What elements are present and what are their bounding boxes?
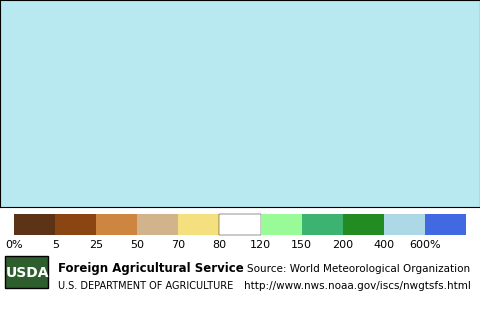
Text: 50: 50 — [131, 240, 144, 249]
Text: http://www.nws.noaa.gov/iscs/nwgtsfs.html: http://www.nws.noaa.gov/iscs/nwgtsfs.htm… — [243, 281, 470, 291]
FancyBboxPatch shape — [425, 214, 466, 235]
Text: Source: World Meteorological Organization: Source: World Meteorological Organizatio… — [247, 264, 470, 274]
FancyBboxPatch shape — [137, 214, 179, 235]
Text: 80: 80 — [213, 240, 227, 249]
Text: U.S. DEPARTMENT OF AGRICULTURE: U.S. DEPARTMENT OF AGRICULTURE — [58, 281, 233, 291]
Text: 25: 25 — [89, 240, 104, 249]
FancyBboxPatch shape — [179, 214, 219, 235]
Text: USDA: USDA — [6, 266, 50, 280]
Text: 120: 120 — [250, 240, 271, 249]
FancyBboxPatch shape — [96, 214, 137, 235]
Text: Foreign Agricultural Service: Foreign Agricultural Service — [58, 263, 243, 275]
Text: 150: 150 — [291, 240, 312, 249]
Text: 400: 400 — [373, 240, 394, 249]
FancyBboxPatch shape — [384, 214, 425, 235]
FancyBboxPatch shape — [343, 214, 384, 235]
Text: 5: 5 — [52, 240, 59, 249]
FancyBboxPatch shape — [55, 214, 96, 235]
FancyBboxPatch shape — [261, 214, 301, 235]
Text: 70: 70 — [171, 240, 186, 249]
Text: 600%: 600% — [409, 240, 440, 249]
Text: 200: 200 — [332, 240, 353, 249]
FancyBboxPatch shape — [14, 214, 55, 235]
FancyBboxPatch shape — [301, 214, 343, 235]
Text: 0%: 0% — [6, 240, 23, 249]
FancyBboxPatch shape — [5, 257, 48, 288]
FancyBboxPatch shape — [219, 214, 261, 235]
